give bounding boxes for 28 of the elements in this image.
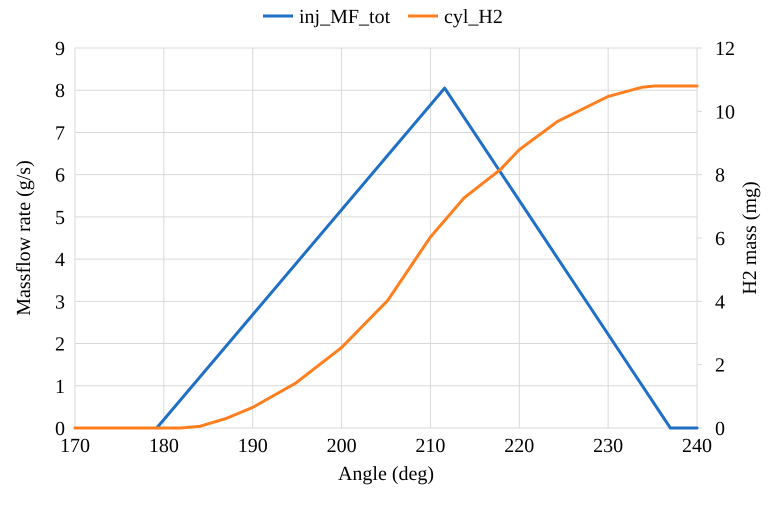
legend-label: cyl_H2 [444, 6, 503, 28]
x-tick-label: 220 [504, 435, 534, 457]
x-tick-label: 230 [593, 435, 624, 457]
y2-tick-label: 2 [715, 354, 725, 377]
y-tick-label: 6 [55, 164, 65, 187]
y2-tick-label: 4 [715, 291, 725, 314]
legend-label: inj_MF_tot [299, 6, 391, 28]
x-tick-label: 190 [238, 435, 268, 457]
y2-tick-label: 12 [715, 38, 735, 60]
y-tick-label: 8 [55, 80, 65, 102]
y-tick-label: 9 [55, 38, 65, 60]
x-tick-label: 200 [326, 435, 357, 457]
y-tick-label: 5 [55, 206, 65, 229]
x-axis-title: Angle (deg) [338, 463, 434, 485]
y2-tick-label: 8 [715, 164, 725, 187]
y-tick-label: 2 [55, 334, 65, 356]
y2-tick-label: 0 [715, 418, 725, 440]
y-tick-label: 7 [55, 122, 65, 144]
y-tick-label: 3 [55, 291, 65, 314]
y2-tick-label: 10 [715, 101, 735, 124]
y2-tick-label: 6 [715, 228, 725, 250]
x-tick-label: 240 [682, 435, 712, 457]
y-tick-label: 1 [55, 376, 65, 398]
y-axis-title: Massflow rate (g/s) [13, 160, 35, 316]
x-tick-label: 180 [148, 435, 179, 457]
y-tick-label: 4 [55, 249, 65, 272]
x-tick-label: 210 [415, 435, 446, 457]
y2-axis-title: H2 mass (mg) [739, 181, 761, 295]
